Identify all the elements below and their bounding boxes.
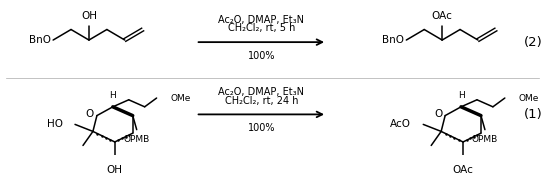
Text: BnO: BnO — [29, 35, 51, 45]
Text: O̅PMB: O̅PMB — [124, 135, 150, 144]
Text: CH₂Cl₂, rt, 24 h: CH₂Cl₂, rt, 24 h — [224, 96, 298, 106]
Text: OMe: OMe — [519, 93, 539, 103]
Text: O: O — [86, 109, 94, 119]
Text: H: H — [458, 91, 464, 100]
Text: 100%: 100% — [248, 123, 275, 133]
Text: O̅PMB: O̅PMB — [472, 135, 498, 144]
Text: Ac₂O, DMAP, Et₃N: Ac₂O, DMAP, Et₃N — [218, 15, 304, 24]
Text: BnO: BnO — [382, 35, 404, 45]
Text: OH: OH — [107, 165, 123, 175]
Text: (1): (1) — [524, 108, 543, 121]
Text: HO: HO — [47, 119, 63, 129]
Text: OMe: OMe — [170, 93, 191, 103]
Text: OAc: OAc — [432, 11, 453, 21]
Text: OAc: OAc — [453, 165, 474, 175]
Text: CH₂Cl₂, rt, 5 h: CH₂Cl₂, rt, 5 h — [228, 23, 295, 33]
Text: (2): (2) — [524, 36, 543, 49]
Text: H: H — [109, 91, 116, 100]
Text: 100%: 100% — [248, 51, 275, 61]
Text: AcO: AcO — [390, 119, 411, 129]
Text: OH: OH — [81, 11, 97, 21]
Text: O: O — [434, 109, 442, 119]
Text: Ac₂O, DMAP, Et₃N: Ac₂O, DMAP, Et₃N — [218, 87, 304, 97]
